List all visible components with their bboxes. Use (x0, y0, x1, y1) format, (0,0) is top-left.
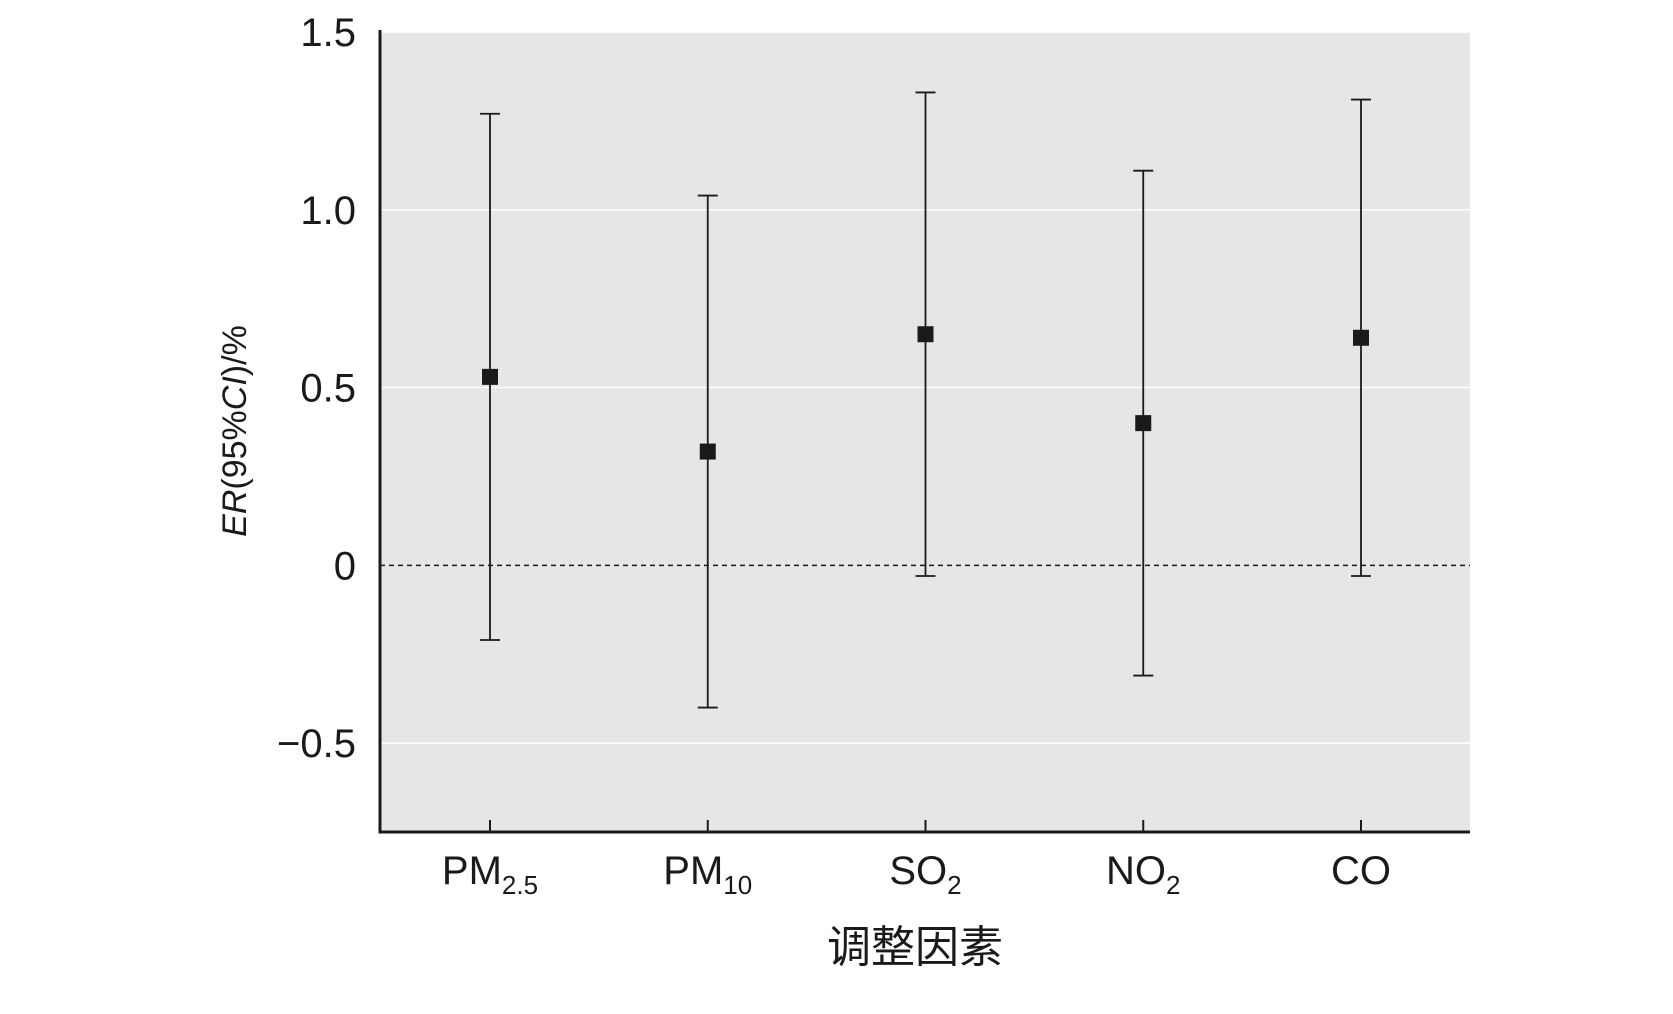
x-tick-label: PM10 (663, 849, 752, 900)
point-marker (1353, 329, 1369, 346)
point-marker (482, 368, 498, 385)
x-axis-title: 调整因素 (827, 922, 1003, 973)
y-tick-label: 1.0 (300, 189, 356, 233)
x-tick-label: PM2.5 (442, 849, 538, 900)
y-axis-ticks: −0.5 0 0.5 1.0 1.5 (277, 11, 356, 766)
point-markers (482, 326, 1369, 460)
y-tick-label: 0.5 (300, 367, 356, 411)
y-tick-label: 0 (334, 544, 356, 588)
point-marker (1135, 415, 1152, 432)
point-marker (917, 326, 934, 343)
point-marker (699, 443, 716, 460)
x-tick-label: SO2 (889, 849, 961, 900)
x-tick-label: NO2 (1106, 849, 1180, 900)
x-axis-ticks: PM2.5 PM10 SO2 NO2 CO (442, 820, 1391, 900)
x-tick-label: CO (1331, 849, 1391, 893)
y-axis-title: ER(95%CI)/% (216, 325, 254, 537)
y-tick-label: 1.5 (300, 11, 356, 55)
y-tick-label: −0.5 (277, 722, 356, 766)
